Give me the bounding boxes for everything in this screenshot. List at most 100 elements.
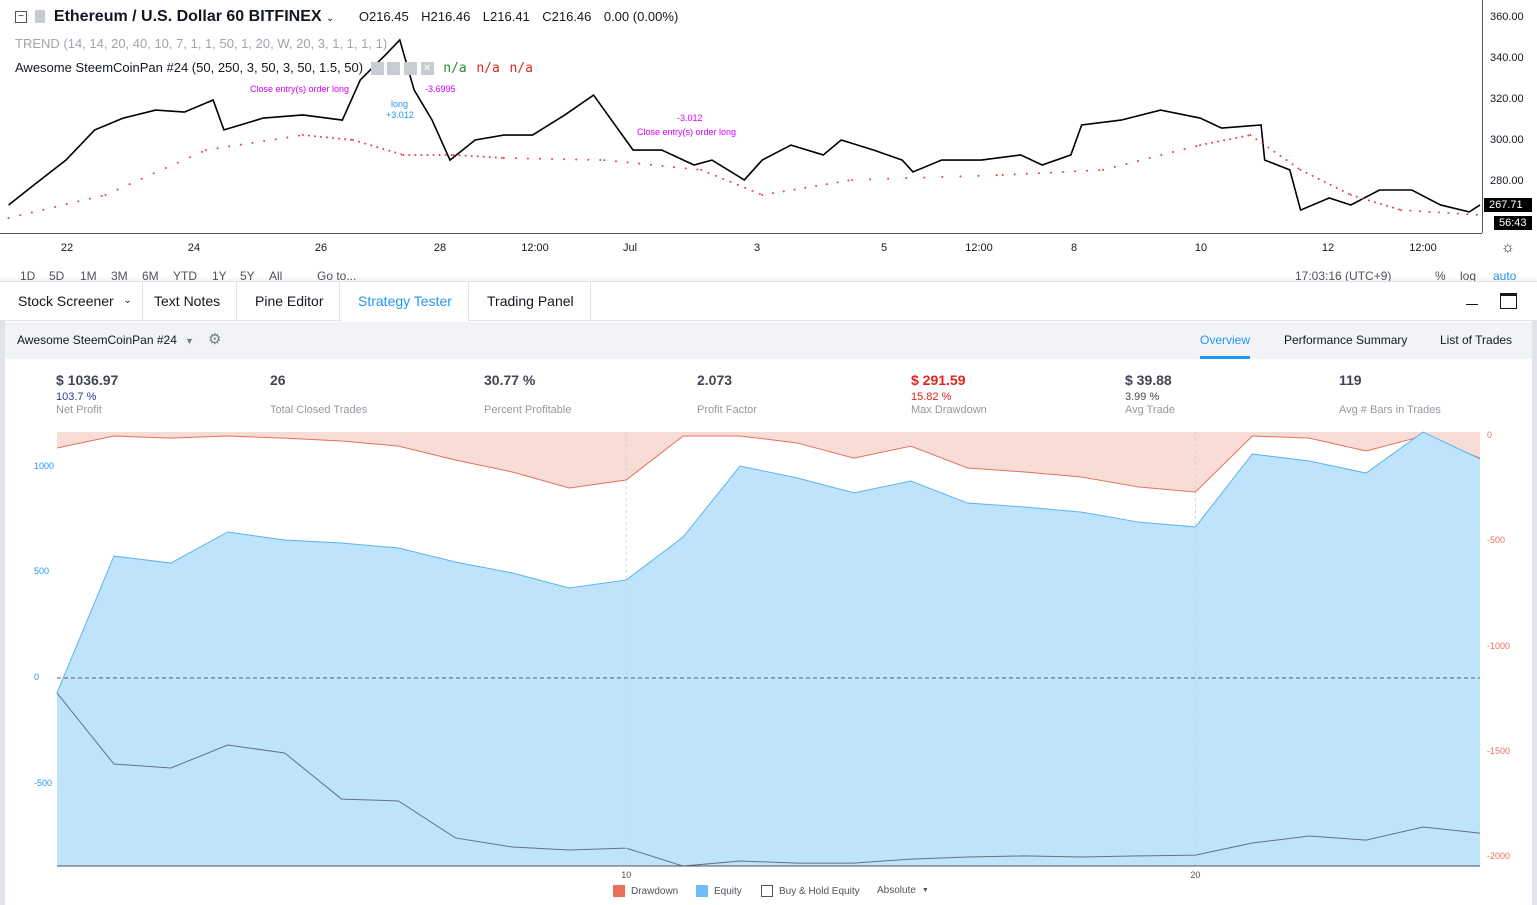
price-axis[interactable]	[1482, 0, 1537, 233]
strategy-legend[interactable]: Awesome SteemCoinPan #24 (50, 250, 3, 50…	[15, 60, 533, 76]
stat-sub	[270, 391, 367, 403]
trend-dot	[761, 193, 764, 196]
stat-label: Net Profit	[56, 404, 102, 416]
drawdown-axis-tick: -2000	[1487, 851, 1511, 861]
trend-dot	[847, 179, 850, 182]
trend-dot	[1195, 145, 1198, 148]
trend-dot	[1086, 169, 1089, 172]
timeframe-all[interactable]: All	[269, 269, 283, 282]
mode-select[interactable]: Absolute ▼	[877, 885, 929, 896]
trend-dot	[905, 177, 908, 180]
trend-dot	[332, 137, 335, 140]
trend-dot	[1279, 154, 1282, 157]
goto-button[interactable]: Go to...	[317, 269, 357, 282]
stat-sub	[697, 391, 757, 403]
legend-equity[interactable]: Equity	[696, 885, 742, 897]
trend-dot	[1235, 136, 1238, 139]
timeframe-3m[interactable]: 3M	[111, 269, 128, 282]
ohlc-close: C216.46	[542, 9, 592, 24]
trend-dot	[614, 160, 617, 163]
trend-dot	[714, 174, 717, 177]
trend-indicator-legend[interactable]: TREND (14, 14, 20, 40, 10, 7, 1, 1, 50, …	[15, 36, 388, 51]
stat-label: Avg Trade	[1125, 404, 1175, 416]
timeframe-1d[interactable]: 1D	[20, 269, 36, 282]
interval[interactable]: 60	[226, 8, 245, 25]
trend-dot	[1137, 159, 1140, 162]
auto-toggle[interactable]: auto	[1493, 269, 1517, 282]
percent-toggle[interactable]: %	[1435, 269, 1446, 282]
tab-list-of-trades[interactable]: List of Trades	[1440, 333, 1513, 347]
trend-dot	[751, 189, 754, 192]
trend-dot	[1148, 156, 1151, 159]
timeframe-6m[interactable]: 6M	[142, 269, 159, 282]
time-axis[interactable]	[0, 233, 1482, 260]
trend-dot	[649, 163, 652, 166]
tab-text-notes[interactable]: Text Notes	[138, 282, 238, 321]
legend-buy-hold[interactable]: Buy & Hold Equity	[761, 885, 860, 897]
time-tick: 8	[1070, 242, 1078, 254]
trend-dot	[869, 178, 872, 181]
log-toggle[interactable]: log	[1460, 269, 1477, 282]
price-chart[interactable]	[0, 0, 1482, 233]
timeframe-ytd[interactable]: YTD	[173, 269, 197, 282]
symbol-legend: − Ethereum / U.S. Dollar 60 BITFINEX ⌄ O…	[15, 8, 678, 26]
collapse-icon[interactable]: −	[15, 10, 27, 23]
chevron-down-icon[interactable]: ⌄	[123, 295, 132, 306]
equity-chart[interactable]	[0, 420, 1532, 885]
trend-dot	[438, 153, 441, 156]
stat-value: 30.77 %	[484, 372, 536, 388]
trend-dot	[941, 175, 944, 178]
symbol-name[interactable]: Ethereum / U.S. Dollar	[53, 8, 222, 25]
tab-trading-panel[interactable]: Trading Panel	[471, 282, 591, 321]
settings-gear-icon[interactable]: ☼	[1501, 239, 1515, 256]
trend-dot	[216, 147, 219, 150]
stat-label: Avg # Bars in Trades	[1339, 404, 1441, 416]
gear-icon[interactable]	[387, 62, 401, 76]
trend-dot	[1385, 204, 1388, 207]
indicator-value: n/a	[509, 61, 533, 76]
minimize-icon[interactable]	[1466, 304, 1478, 305]
timeframe-1m[interactable]: 1M	[80, 269, 97, 282]
source-code-icon[interactable]	[403, 62, 417, 76]
bottom-panel-tabs: Stock Screener ⌄ Text Notes Pine Editor S…	[0, 281, 1537, 322]
trend-dot	[563, 158, 566, 161]
trend-dot	[1205, 142, 1208, 145]
trend-dot	[1255, 138, 1258, 141]
trend-dot	[1049, 171, 1052, 174]
timeframe-1y[interactable]: 1Y	[212, 269, 227, 282]
clock[interactable]: 17:03:16 (UTC+9)	[1295, 269, 1392, 282]
flag-icon[interactable]	[35, 10, 46, 24]
trend-dot	[815, 184, 818, 187]
time-tick: Jul	[622, 242, 638, 254]
maximize-icon[interactable]	[1500, 293, 1517, 309]
gear-icon[interactable]: ⚙	[208, 331, 222, 348]
tab-performance-summary[interactable]: Performance Summary	[1284, 333, 1408, 347]
chevron-down-icon[interactable]: ⌄	[326, 13, 335, 24]
tab-pine-editor[interactable]: Pine Editor	[239, 282, 341, 321]
trend-dot	[263, 140, 266, 143]
trend-dot	[338, 137, 341, 140]
trend-dot	[804, 186, 807, 189]
trend-dot	[1001, 174, 1004, 177]
caret-down-icon[interactable]: ▼	[185, 336, 194, 346]
exchange[interactable]: BITFINEX	[248, 8, 322, 25]
buy-hold-checkbox[interactable]	[761, 885, 773, 897]
trend-dot	[673, 166, 676, 169]
close-icon[interactable]: ✕	[420, 62, 434, 76]
tab-overview[interactable]: Overview	[1200, 333, 1251, 347]
timeframe-5y[interactable]: 5Y	[240, 269, 255, 282]
trend-dot	[470, 155, 473, 158]
time-tick: 12:00	[1409, 242, 1437, 254]
drawdown-axis-tick: -500	[1487, 535, 1506, 546]
eye-icon[interactable]	[370, 62, 384, 76]
strategy-select[interactable]: Awesome SteemCoinPan #24	[17, 333, 177, 347]
trend-dot	[1261, 142, 1264, 145]
timeframe-5d[interactable]: 5D	[49, 269, 65, 282]
equity-axis-tick: -500	[34, 777, 53, 788]
trend-dot	[850, 178, 853, 181]
trend-dot	[1305, 171, 1308, 174]
tab-stock-screener[interactable]: Stock Screener ⌄	[2, 282, 143, 321]
trend-dot	[599, 158, 602, 161]
tab-strategy-tester[interactable]: Strategy Tester	[342, 282, 469, 322]
legend-drawdown[interactable]: Drawdown	[613, 885, 678, 897]
